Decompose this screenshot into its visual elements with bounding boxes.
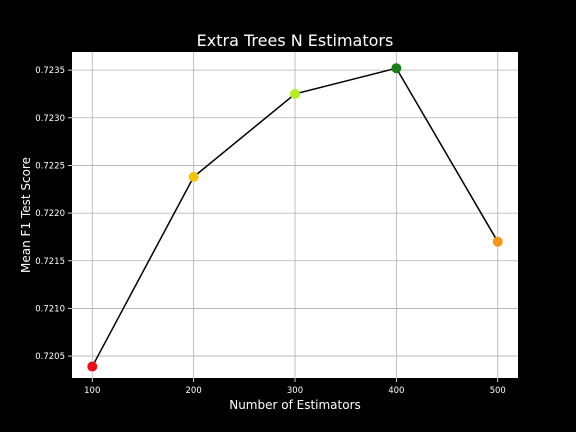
chart-title: Extra Trees N Estimators	[197, 31, 394, 50]
y-tick-label: 0.7235	[35, 66, 65, 76]
x-tick-label: 100	[84, 386, 100, 396]
x-axis-label: Number of Estimators	[229, 398, 361, 412]
y-tick-label: 0.7215	[35, 257, 65, 267]
data-point	[290, 89, 300, 99]
data-point	[189, 172, 199, 182]
x-tick-label: 500	[490, 386, 506, 396]
data-point	[391, 63, 401, 73]
data-point	[493, 237, 503, 247]
x-tick-label: 200	[186, 386, 202, 396]
y-axis-label: Mean F1 Test Score	[19, 157, 33, 273]
y-tick-label: 0.7225	[35, 161, 65, 171]
y-tick-label: 0.7230	[35, 114, 65, 124]
y-tick-label: 0.7205	[35, 352, 65, 362]
x-tick-label: 400	[388, 386, 404, 396]
y-tick-label: 0.7210	[35, 304, 65, 314]
y-tick-label: 0.7220	[35, 209, 65, 219]
x-tick-label: 300	[287, 386, 303, 396]
data-point	[87, 362, 97, 372]
